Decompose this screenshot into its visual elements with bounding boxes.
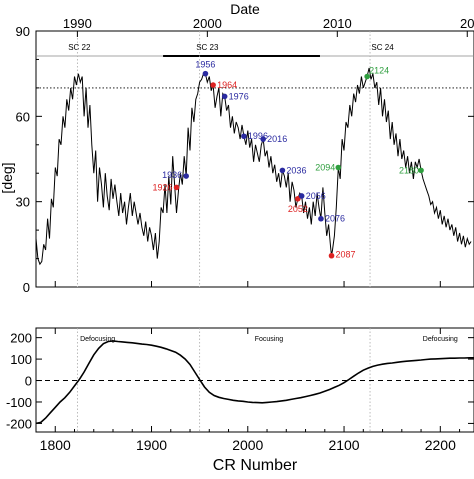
phase-label: Defocusing [423, 336, 458, 343]
top-axis-title: Date [230, 1, 260, 17]
x-tick-label: 2100 [328, 437, 359, 453]
labeled-point-marker [295, 196, 301, 202]
x-tick-label: 2200 [425, 437, 456, 453]
labeled-point-marker [221, 93, 228, 100]
labeled-point-label: 2052 [288, 204, 308, 214]
cycle-label: SC 24 [371, 43, 394, 52]
labeled-point-marker [418, 167, 424, 174]
labeled-point-marker [279, 167, 286, 174]
labeled-point-marker [318, 215, 324, 222]
y-tick-label: 200 [10, 331, 32, 346]
cycle-label: SC 23 [196, 43, 219, 52]
labeled-point-label: 1976 [229, 91, 249, 101]
y-tick-label: -100 [6, 395, 32, 410]
labeled-point-label: 2076 [325, 214, 345, 224]
tilt-angle-series-line [35, 67, 472, 266]
labeled-point-marker [183, 173, 189, 179]
labeled-point-label: 2036 [286, 165, 306, 175]
labeled-point-marker [364, 73, 370, 80]
bottom-x-axis-label: CR Number [213, 457, 298, 474]
labeled-point-marker [328, 252, 335, 259]
y-tick-label: 90 [16, 24, 30, 39]
y-tick-label: 100 [10, 352, 32, 367]
labeled-point-label: 2094 [315, 163, 335, 173]
labeled-point-label: 2180 [399, 165, 419, 175]
labeled-point-marker [260, 136, 266, 142]
labeled-point-label: 2087 [336, 250, 356, 260]
polarity-series-line [35, 340, 474, 425]
labeled-point-marker [298, 193, 305, 199]
labeled-point-marker [173, 184, 180, 191]
y-tick-label: 30 [16, 195, 30, 210]
labeled-point-marker [210, 82, 216, 88]
date-tick-label: 20 [460, 16, 474, 31]
labeled-point-label: 1964 [217, 80, 237, 90]
bottom-panel-frame [35, 327, 474, 433]
top-y-axis-label: [deg] [0, 162, 15, 193]
top-panel-frame [35, 30, 474, 288]
x-tick-label: 1800 [40, 437, 71, 453]
labeled-point-label: 2016 [267, 134, 287, 144]
y-tick-label: 60 [16, 109, 30, 124]
labeled-point-label: 1956 [195, 60, 215, 70]
x-tick-label: 1900 [136, 437, 167, 453]
date-tick-label: 1990 [63, 16, 92, 31]
date-tick-label: 2010 [323, 16, 352, 31]
phase-label: Defocusing [80, 336, 115, 343]
x-tick-label: 2000 [232, 437, 263, 453]
labeled-point-marker [335, 164, 342, 171]
y-tick-label: 0 [23, 280, 30, 295]
date-tick-label: 2000 [193, 16, 222, 31]
labeled-point-label: 1996 [248, 131, 268, 141]
labeled-point-label: 2056 [306, 191, 326, 201]
phase-label: Focusing [255, 336, 284, 343]
y-tick-label: -200 [6, 416, 32, 431]
y-tick-label: 0 [25, 374, 32, 389]
labeled-point-label: 2124 [369, 66, 389, 76]
labeled-point-label: 1936 [162, 170, 182, 180]
labeled-point-label: 1926 [153, 182, 173, 192]
labeled-point-marker [202, 70, 209, 77]
labeled-point-marker [241, 133, 247, 140]
cycle-label: SC 22 [68, 43, 91, 52]
